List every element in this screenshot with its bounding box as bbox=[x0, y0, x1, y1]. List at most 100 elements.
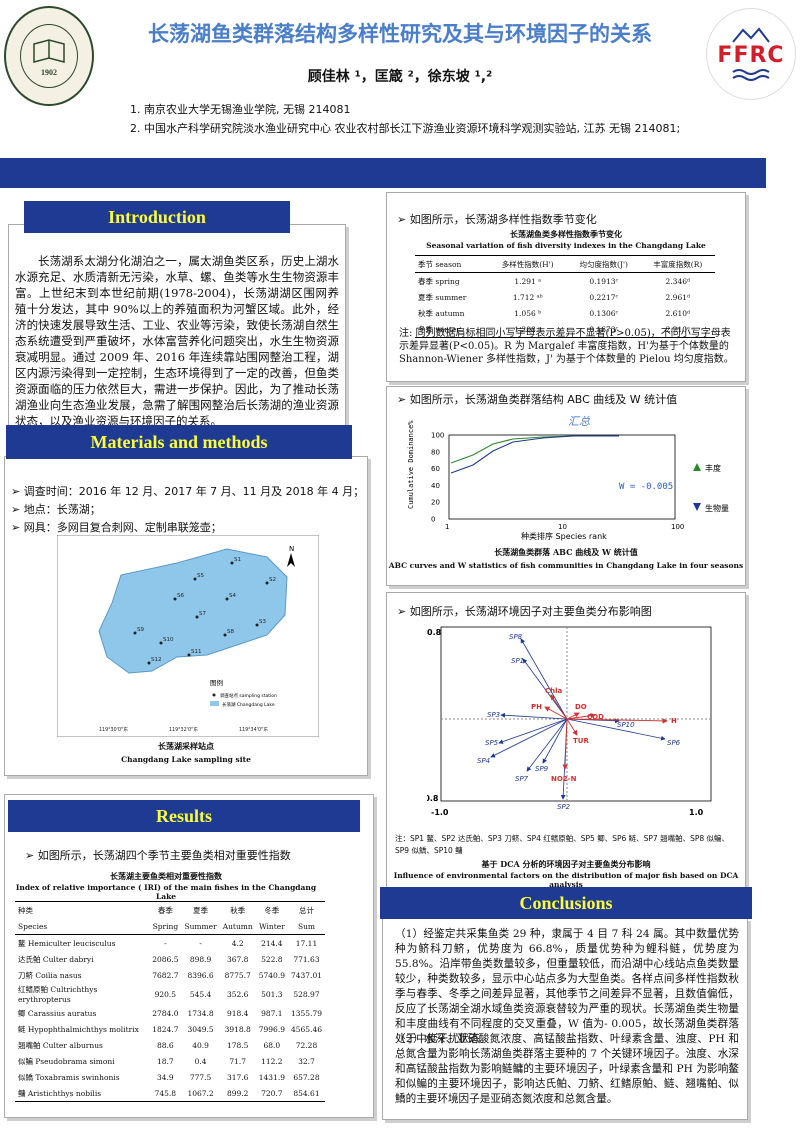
table-cell: 春季 spring bbox=[418, 276, 460, 286]
species-label: SP1 bbox=[511, 657, 524, 665]
table-cell: 17.11 bbox=[295, 938, 318, 948]
dca-frame bbox=[440, 626, 712, 802]
table-cell: 71.7 bbox=[229, 1056, 247, 1066]
sampling-map: S1 S2 S3 S4 S5 S6 S7 S8 S9 S10 S11 S12 N… bbox=[57, 535, 319, 737]
bullet-arrow-icon: ➢ bbox=[11, 503, 21, 516]
legend-abundance-icon bbox=[693, 463, 701, 471]
divider-band bbox=[0, 158, 766, 188]
table-row: 夏季 summer 1.712 ᵃᵇ 0.2217ᶜ 2.961ᵈ bbox=[415, 289, 715, 305]
svg-text:N: N bbox=[289, 545, 294, 553]
table-cell: 0.1673ᶜ bbox=[566, 321, 641, 338]
abc-ytick-label: 60 bbox=[431, 465, 440, 473]
diversity-title-cn: 长荡湖鱼类多样性指数季节变化 bbox=[510, 229, 622, 239]
table-header-row: 季节 season 多样性指数(H') 均匀度指数(J') 丰富度指数(R) bbox=[415, 255, 715, 273]
table-cell: 745.8 bbox=[149, 1085, 182, 1102]
table-cell: 翘嘴鲌 Culter alburnus bbox=[18, 1040, 103, 1050]
north-arrow-icon: N bbox=[287, 545, 295, 567]
methods-bullet-3: ➢ 网具：多网目复合刺网、定制串联笼壶； bbox=[11, 521, 222, 534]
table-cell: 1734.8 bbox=[187, 1008, 214, 1018]
table-cell: 2086.5 bbox=[152, 954, 179, 964]
table-cell: 2.210ᵉ bbox=[640, 321, 715, 338]
table-cell: 317.6 bbox=[226, 1072, 249, 1082]
table-cell: 1.056 ᵇ bbox=[514, 308, 542, 318]
bullet-arrow-icon: ➢ bbox=[25, 849, 35, 862]
abc-ylabel: Cumulative Dominance% bbox=[407, 420, 415, 509]
table-row: 鳌 Hemiculter leucisculus - - 4.2 214.4 17.11 bbox=[15, 935, 325, 952]
table-row: 鲢 Hypophthalmichthys molitrix 1824.7 3049.… bbox=[15, 1021, 325, 1037]
table-cell: 似鱎 Toxabramis swinhonis bbox=[18, 1072, 120, 1082]
station-label: S4 bbox=[229, 593, 236, 599]
abc-chart: 汇总 Cumulative Dominance% 种类排序 Species ra… bbox=[407, 415, 729, 541]
table-row: 似鳊 Pseudobrama simoni 18.7 0.4 71.7 112.2 32.… bbox=[15, 1053, 325, 1069]
table-cell: 秋季 bbox=[219, 901, 256, 918]
abundance-curve bbox=[450, 435, 619, 464]
university-logo: 1902 bbox=[4, 6, 94, 106]
abc-panel: ➢ 如图所示，长荡湖鱼类群落结构 ABC 曲线及 W 统计值 汇总 Cumula… bbox=[386, 386, 746, 586]
affiliation-2: 2. 中国水产科学研究院淡水渔业研究中心 农业农村部长江下游渔业资源环境科学观测… bbox=[130, 122, 681, 135]
table-cell: 1.291 ᵃ bbox=[514, 276, 542, 286]
bullet-arrow-icon: ➢ bbox=[397, 605, 407, 618]
table-cell: 522.8 bbox=[261, 954, 283, 964]
methods-bullet-2: ➢ 地点：长荡湖； bbox=[11, 503, 101, 516]
dca-lead: ➢ 如图所示，长荡湖环境因子对主要鱼类分布影响图 bbox=[397, 605, 652, 618]
lake-shape bbox=[98, 548, 288, 674]
longitude-label: 119°30'0"东 bbox=[99, 726, 128, 733]
table-row: 冬季 winter 1.208 ᵃ 0.1673ᶜ 2.210ᵉ bbox=[415, 321, 715, 338]
table-cell: 夏季 summer bbox=[418, 292, 467, 302]
abc-xtick-label: 10 bbox=[558, 523, 567, 531]
species-label: SP4 bbox=[477, 757, 490, 765]
factor-label: H bbox=[671, 717, 677, 725]
table-cell: 季节 season bbox=[415, 255, 489, 273]
abc-legend-biomass: 生物量 bbox=[705, 503, 729, 513]
conclusions-paragraph-2: （2）水深、亚硝酸氮浓度、高锰酸盐指数、叶绿素含量、浊度、PH 和总氮含量为影响… bbox=[395, 1033, 739, 1105]
conclusions-paragraph-1: （1）经鉴定共采集鱼类 29 种，隶属于 4 目 7 科 24 属。其中数量优势… bbox=[395, 928, 739, 1045]
table-cell: 种类 bbox=[15, 901, 150, 918]
abc-w-label: W = -0.005 bbox=[619, 482, 673, 492]
page-title: 长荡湖鱼类群落结构多样性研究及其与环境因子的关系 bbox=[148, 22, 652, 46]
table-cell: 720.7 bbox=[255, 1085, 288, 1102]
table-cell: 3918.8 bbox=[224, 1024, 251, 1034]
dca-ytick-top: 0.8 bbox=[427, 628, 442, 637]
table-row: 红鳍原鲌 Cultrichthys erythropterus 920.5 545.… bbox=[15, 983, 325, 1005]
logo-text: FFRC bbox=[717, 42, 785, 68]
table-header-row: 种类 春季 夏季 秋季 冬季 总计 bbox=[15, 901, 325, 918]
table-cell: 1.208 ᵃ bbox=[488, 321, 567, 338]
abc-xtick-label: 100 bbox=[671, 523, 684, 531]
table-cell: 545.4 bbox=[189, 989, 212, 999]
table-row: 秋季 autumn 1.056 ᵇ 0.1306ᶜ 2.610ᵈ bbox=[415, 305, 715, 321]
methods-bullet-1: ➢ 调查时间：2016 年 12 月、2017 年 7 月、11 月及 2018… bbox=[11, 485, 365, 498]
table-cell: 鳌 Hemiculter leucisculus bbox=[18, 938, 116, 948]
species-label: SP2 bbox=[557, 803, 571, 811]
legend-lake-label: 长荡湖 Changdang Lake bbox=[222, 701, 275, 708]
table-cell: - bbox=[199, 938, 202, 948]
legend-station-icon bbox=[212, 693, 216, 697]
logo-year: 1902 bbox=[41, 67, 57, 77]
table-row: 似鱎 Toxabramis swinhonis 34.9 777.5 317.6 143… bbox=[15, 1069, 325, 1085]
abc-plot-frame bbox=[448, 434, 676, 520]
table-cell: 总计 bbox=[287, 901, 325, 918]
iri-table-title-cn: 长荡湖主要鱼类相对重要性指数 bbox=[110, 871, 222, 881]
institute-logo: FFRC bbox=[706, 8, 796, 100]
station-label: S9 bbox=[137, 627, 144, 633]
iri-table-title-en: Index of relative importance ( IRI) of t… bbox=[15, 883, 317, 901]
map-caption-cn: 长荡湖采样站点 bbox=[158, 741, 214, 751]
factor-vectors bbox=[544, 694, 668, 770]
table-cell: 2.961ᵈ bbox=[665, 292, 691, 302]
table-cell: 1355.79 bbox=[290, 1008, 322, 1018]
abc-ytick-label: 0 bbox=[431, 516, 435, 524]
table-row: 鲫 Carassius auratus 2784.0 1734.8 918.4 987.… bbox=[15, 1005, 325, 1021]
table-cell: 32.7 bbox=[298, 1056, 315, 1066]
table-cell: 777.5 bbox=[189, 1072, 212, 1082]
dca-caption-en: Influence of environmental factors on th… bbox=[393, 871, 739, 889]
table-cell: 899.2 bbox=[219, 1085, 256, 1102]
table-cell: 920.5 bbox=[154, 989, 177, 999]
abc-ytick-label: 80 bbox=[431, 448, 440, 456]
abc-ytick-label: 20 bbox=[431, 499, 440, 507]
station-label: S12 bbox=[151, 657, 162, 663]
dca-caption-cn: 基于 DCA 分析的环境因子对主要鱼类分布影响 bbox=[481, 859, 651, 869]
table-cell: 冬季 bbox=[255, 901, 288, 918]
wave-icon bbox=[732, 68, 770, 81]
table-cell: 854.61 bbox=[287, 1085, 325, 1102]
results-heading: Results bbox=[8, 800, 360, 832]
table-cell: 8775.7 bbox=[224, 970, 251, 980]
